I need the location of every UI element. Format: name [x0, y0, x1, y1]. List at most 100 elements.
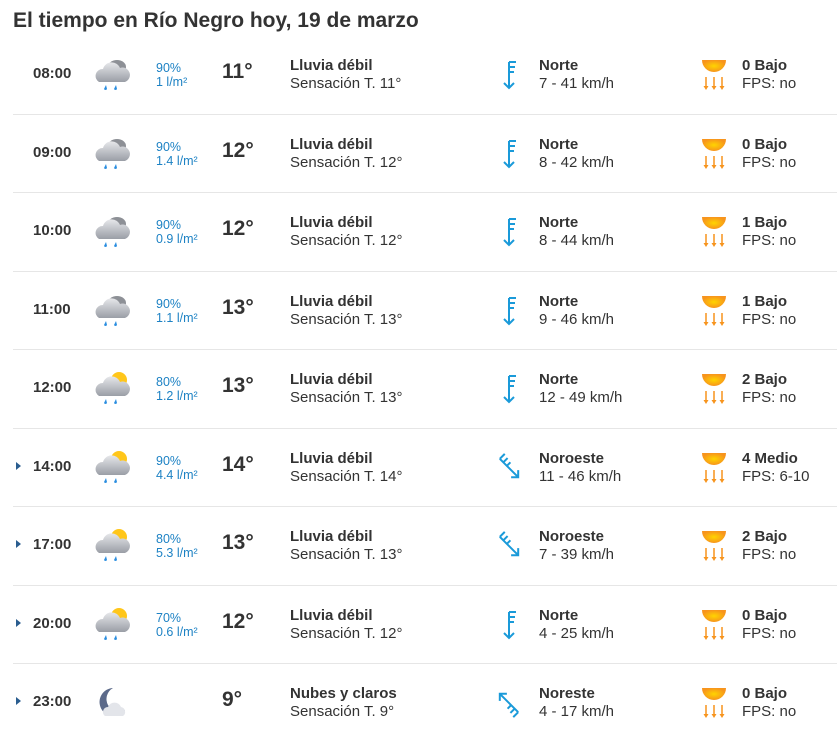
condition-text: Lluvia débil: [290, 371, 373, 388]
uv-sun-icon: [699, 684, 729, 722]
precip-probability: 90%: [156, 453, 182, 468]
sun-rain-cloud-icon: [95, 529, 130, 562]
conditions: Lluvia débil Sensación T. 12°: [290, 136, 402, 172]
expand-caret-icon[interactable]: [16, 618, 21, 627]
conditions: Lluvia débil Sensación T. 11°: [290, 57, 401, 93]
sun-rain-cloud-icon: [95, 372, 130, 405]
fps: FPS: no: [742, 703, 797, 720]
feels-like: Sensación T. 11°: [290, 75, 402, 92]
fps: FPS: no: [742, 389, 797, 406]
conditions: Lluvia débil Sensación T. 13°: [290, 371, 402, 407]
forecast-row: 10:00 90% 0.9 l/m² 12° Lluvia débil Sensac…: [13, 193, 837, 272]
wind-speed: 8 - 42 km/h: [539, 153, 615, 171]
uv-sun-icon: [699, 449, 729, 487]
forecast-row[interactable]: 17:00 80% 5.3 l/m² 13° Lluvia débil Sensac…: [13, 507, 837, 586]
wind-direction: Norte: [539, 606, 579, 624]
hourly-forecast-list: 08:00 90% 1 l/m² 11° Lluvia débil Sensació…: [13, 36, 837, 742]
rain-cloud-icon: [95, 217, 130, 248]
wind-direction: Noreste: [539, 685, 595, 702]
uv-sun-icon: [699, 135, 729, 173]
precip-probability: 70%: [156, 610, 182, 625]
uv-level: 0 Bajo: [742, 685, 788, 702]
wind-direction: Norte: [539, 57, 579, 74]
precip-probability: 80%: [156, 532, 182, 546]
precipitation: 90% 4.4 l/m²: [156, 454, 198, 482]
uv-index: 4 Medio FPS: 6-10: [742, 450, 810, 486]
temperature: 12°: [222, 138, 254, 162]
conditions: Lluvia débil Sensación T. 13°: [290, 528, 402, 564]
temperature: 12°: [222, 609, 254, 633]
precipitation: 90% 1.1 l/m²: [156, 297, 198, 325]
expand-caret-icon[interactable]: [16, 697, 21, 705]
uv-index: 0 Bajo FPS: no: [742, 57, 796, 93]
precipitation: 90% 1 l/m²: [156, 61, 187, 89]
fps: FPS: 6-10: [742, 467, 810, 485]
precip-amount: 5.3 l/m²: [156, 546, 198, 560]
wind: Norte 8 - 44 km/h: [539, 214, 614, 250]
uv-index: 1 Bajo FPS: no: [742, 293, 796, 329]
uv-index: 1 Bajo FPS: no: [742, 214, 796, 250]
precip-amount: 1.4 l/m²: [156, 153, 198, 168]
wind-direction: Noroeste: [539, 449, 605, 467]
wind-arrow-icon: [497, 294, 521, 328]
moon-cloud-icon: [99, 688, 126, 716]
rain-cloud-icon: [95, 138, 130, 169]
forecast-row[interactable]: 20:00 70% 0.6 l/m² 12° Lluvia débil Sensac…: [13, 586, 837, 664]
wind: Norte 8 - 42 km/h: [539, 136, 614, 172]
feels-like: Sensación T. 14°: [290, 467, 403, 485]
condition-text: Lluvia débil: [290, 449, 373, 467]
page-title: El tiempo en Río Negro hoy, 19 de marzo: [13, 9, 419, 32]
feels-like: Sensación T. 12°: [290, 232, 403, 249]
precip-amount: 1.2 l/m²: [156, 389, 198, 403]
feels-like: Sensación T. 13°: [290, 310, 403, 328]
uv-level: 1 Bajo: [742, 214, 788, 231]
wind-arrow-icon: [497, 215, 521, 249]
precip-probability: 90%: [156, 296, 182, 311]
forecast-row[interactable]: 14:00 90% 4.4 l/m² 14° Lluvia débil Sensac…: [13, 429, 837, 507]
uv-index: 0 Bajo FPS: no: [742, 607, 796, 643]
fps: FPS: no: [742, 310, 797, 328]
condition-text: Lluvia débil: [290, 606, 373, 624]
temperature: 13°: [222, 374, 254, 397]
precip-probability: 80%: [156, 375, 182, 389]
wind: Noroeste 7 - 39 km/h: [539, 528, 614, 564]
sun-rain-cloud-icon: [95, 607, 130, 640]
precip-probability: 90%: [156, 61, 182, 75]
forecast-row[interactable]: 23:00 9° Nubes y claros Sensación T. 9° N…: [13, 664, 837, 742]
condition-text: Lluvia débil: [290, 292, 373, 310]
precipitation: 90% 1.4 l/m²: [156, 140, 198, 168]
hour: 14:00: [33, 457, 72, 475]
fps: FPS: no: [742, 153, 797, 171]
precip-amount: 1.1 l/m²: [156, 310, 198, 325]
feels-like: Sensación T. 13°: [290, 389, 403, 406]
wind-arrow-icon: [497, 451, 521, 485]
wind-speed: 7 - 41 km/h: [539, 75, 615, 92]
wind-direction: Norte: [539, 292, 579, 310]
hour: 23:00: [33, 693, 72, 710]
forecast-row: 11:00 90% 1.1 l/m² 13° Lluvia débil Sensac…: [13, 272, 837, 350]
uv-sun-icon: [699, 527, 729, 565]
expand-caret-icon[interactable]: [16, 540, 21, 548]
forecast-row: 09:00 90% 1.4 l/m² 12° Lluvia débil Sensac…: [13, 115, 837, 193]
wind-arrow-icon: [497, 58, 521, 92]
precipitation: 80% 5.3 l/m²: [156, 532, 198, 560]
fps: FPS: no: [742, 624, 797, 642]
wind: Norte 7 - 41 km/h: [539, 57, 614, 93]
precip-amount: 1 l/m²: [156, 75, 188, 89]
precipitation: 80% 1.2 l/m²: [156, 375, 198, 403]
conditions: Lluvia débil Sensación T. 12°: [290, 607, 402, 643]
hour: 12:00: [33, 379, 72, 396]
uv-level: 0 Bajo: [742, 57, 788, 74]
wind: Norte 9 - 46 km/h: [539, 293, 614, 329]
conditions: Lluvia débil Sensación T. 14°: [290, 450, 402, 486]
wind-direction: Norte: [539, 135, 579, 153]
forecast-row: 08:00 90% 1 l/m² 11° Lluvia débil Sensació…: [13, 36, 837, 115]
uv-index: 0 Bajo FPS: no: [742, 685, 796, 721]
uv-level: 2 Bajo: [742, 371, 788, 388]
wind-speed: 11 - 46 km/h: [539, 467, 622, 485]
uv-sun-icon: [699, 370, 729, 408]
sun-rain-cloud-icon: [95, 450, 130, 483]
condition-text: Nubes y claros: [290, 685, 397, 702]
hour: 20:00: [33, 614, 72, 632]
expand-caret-icon[interactable]: [16, 461, 21, 470]
